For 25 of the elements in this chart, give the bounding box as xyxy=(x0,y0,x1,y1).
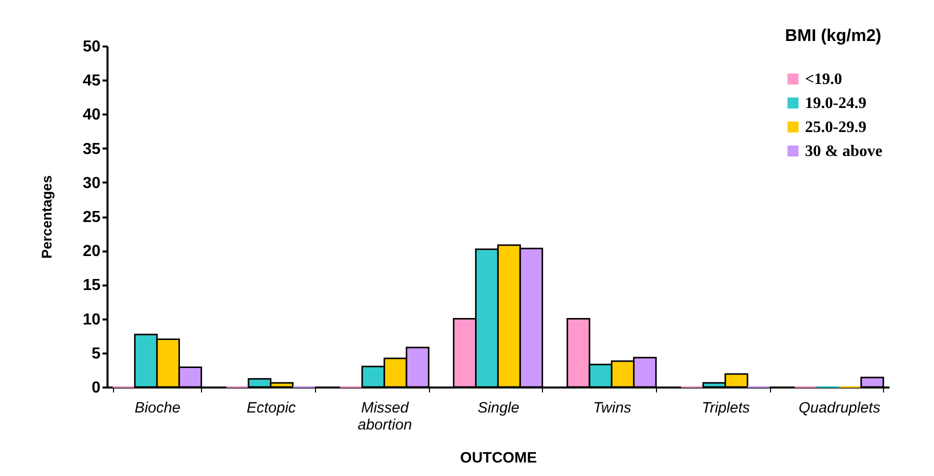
legend-label: 25.0-29.9 xyxy=(805,119,866,136)
y-tick-label: 0 xyxy=(92,380,101,396)
y-tick-label: 5 xyxy=(92,345,101,362)
y-tick-label: 25 xyxy=(82,209,101,226)
x-tick-label: Single xyxy=(478,400,520,416)
x-tick-label: Triplets xyxy=(702,400,750,416)
legend-label: 19.0-24.9 xyxy=(805,95,866,112)
legend-label: <19.0 xyxy=(805,71,842,88)
x-tick-label: Quadruplets xyxy=(798,400,881,416)
y-tick-label: 20 xyxy=(82,243,101,260)
y-tick-label: 15 xyxy=(82,277,101,294)
y-tick-label: 45 xyxy=(82,72,101,90)
x-tick-label: Missed abortion xyxy=(358,400,412,434)
y-tick-label: 10 xyxy=(82,311,101,328)
y-tick-label: 40 xyxy=(82,106,101,124)
y-tick-label: 35 xyxy=(82,140,101,158)
y-tick-label: 30 xyxy=(82,174,101,192)
x-tick-label: Twins xyxy=(593,400,632,416)
x-axis-title: OUTCOME xyxy=(460,450,537,466)
legend-title: BMI (kg/m2) xyxy=(785,26,882,45)
y-axis-title: Percentages xyxy=(38,175,55,259)
x-tick-label: Bioche xyxy=(134,400,180,416)
y-tick-label: 50 xyxy=(82,38,101,56)
x-tick-label: Ectopic xyxy=(246,400,296,416)
legend-label: 30 & above xyxy=(805,143,882,160)
